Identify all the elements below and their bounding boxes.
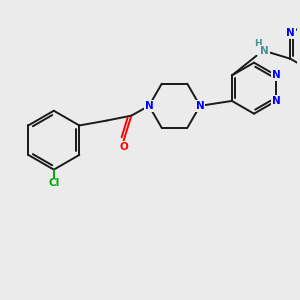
Text: N: N: [260, 46, 269, 56]
Text: N: N: [272, 70, 280, 80]
Text: N: N: [196, 101, 204, 111]
Text: N: N: [286, 28, 295, 38]
Text: Cl: Cl: [48, 178, 59, 188]
Text: H: H: [255, 38, 262, 47]
Text: O: O: [119, 142, 128, 152]
Text: N: N: [272, 96, 280, 106]
Text: N: N: [145, 101, 153, 111]
